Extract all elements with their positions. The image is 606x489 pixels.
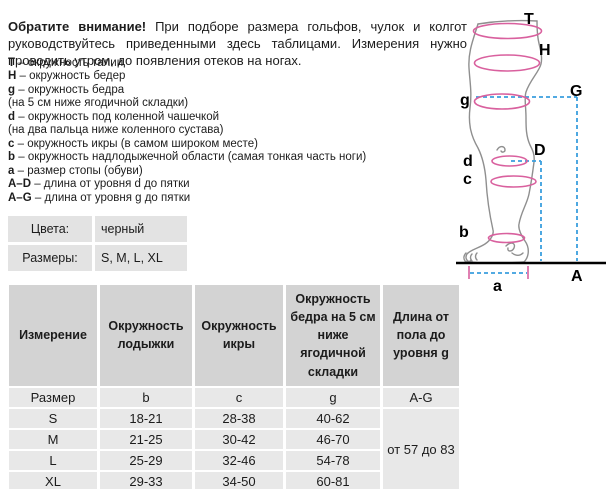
attributes-table: Цвета: черный Размеры: S, M, L, XL [5, 213, 190, 274]
subheader-size: Размер [9, 387, 97, 407]
g-cell: 40-62 [286, 408, 380, 428]
measurement-legend: T – окружность талии H – окружность беде… [8, 57, 458, 205]
dashed-measure-lines [470, 96, 578, 274]
legend-key: A–G [8, 191, 32, 204]
legend-text: – окружность бедер [19, 70, 126, 83]
c-cell: 34-50 [195, 471, 283, 489]
ankle-ellipse-b [487, 232, 526, 244]
size-cell: S [9, 408, 97, 428]
legend-text: (на 5 см ниже ягодичной складки) [8, 97, 189, 110]
table-row-M: M 21-25 30-42 46-70 [9, 429, 459, 449]
below-knee-ellipse-d [491, 155, 528, 167]
legend-item-d: d – окружность под коленной чашечкой [8, 111, 458, 124]
b-cell: 29-33 [100, 471, 192, 489]
legend-item-d-note: (на два пальца ниже коленного сустава) [8, 124, 458, 137]
legend-key: b [8, 151, 16, 164]
subheader-g: g [286, 387, 380, 407]
legend-item-b: b – окружность надлодыжечной области (са… [8, 151, 458, 164]
hip-ellipse-H [473, 54, 541, 72]
b-cell: 25-29 [100, 450, 192, 470]
legend-key: g [8, 83, 16, 96]
b-cell: 18-21 [100, 408, 192, 428]
diagram-label-A: A [571, 268, 583, 285]
colors-value: черный [95, 216, 187, 242]
header-thigh: Окружность бедра на 5 см ниже ягодичной … [286, 285, 380, 386]
legend-key: c [8, 137, 15, 150]
legend-text: – длина от уровня d до пятки [34, 178, 190, 191]
legend-item-a: a – размер стопы (обуви) [8, 165, 458, 178]
thigh-ellipse-g [473, 93, 531, 110]
waist-ellipse-T [472, 22, 543, 40]
c-cell: 32-46 [195, 450, 283, 470]
diagram-label-b: b [459, 224, 469, 241]
sizes-value: S, M, L, XL [95, 245, 187, 271]
legend-text: – окружность талии [18, 57, 124, 69]
size-table-header-row: Измерение Окружность лодыжки Окружность … [9, 285, 459, 386]
notice-paragraph: Обратите внимание! При подборе размера г… [8, 18, 467, 69]
size-cell: M [9, 429, 97, 449]
legend-item-AG: A–G – длина от уровня g до пятки [8, 192, 458, 205]
header-ankle: Окружность лодыжки [100, 285, 192, 386]
size-table-subheader-row: Размер b c g A-G [9, 387, 459, 407]
table-row-L: L 25-29 32-46 54-78 [9, 450, 459, 470]
legend-text: – длина от уровня g до пятки [34, 191, 191, 204]
diagram-label-G: G [570, 83, 582, 100]
c-cell: 28-38 [195, 408, 283, 428]
measure-ellipses [468, 22, 543, 279]
legend-item-g: g – окружность бедра [8, 84, 458, 97]
g-cell: 60-81 [286, 471, 380, 489]
notice-body: При подборе размера гольфов, чулок и кол… [8, 19, 467, 68]
subheader-ag: A-G [383, 387, 459, 407]
legend-item-g-note: (на 5 см ниже ягодичной складки) [8, 97, 458, 110]
legend-key: d [8, 110, 16, 123]
legend-key: H [8, 70, 17, 83]
legend-item-H: H – окружность бедер [8, 70, 458, 83]
size-cell: XL [9, 471, 97, 489]
legend-text: (на два пальца ниже коленного сустава) [8, 124, 224, 137]
length-merged-cell: от 57 до 83 [383, 408, 459, 489]
legend-key: a [8, 164, 15, 177]
subheader-c: c [195, 387, 283, 407]
c-cell: 30-42 [195, 429, 283, 449]
table-row: Цвета: черный [8, 216, 187, 242]
diagram-label-D: D [534, 142, 546, 159]
legend-text: – окружность бедра [18, 83, 125, 96]
size-table: Измерение Окружность лодыжки Окружность … [6, 283, 462, 489]
diagram-label-T: T [524, 11, 534, 28]
header-measurement: Измерение [9, 285, 97, 386]
g-cell: 46-70 [286, 429, 380, 449]
legend-text: – окружность надлодыжечной области (сама… [18, 151, 367, 164]
legend-text: – окружность икры (в самом широком месте… [17, 137, 258, 150]
diagram-label-d: d [463, 153, 473, 170]
g-cell: 54-78 [286, 450, 380, 470]
colors-label: Цвета: [8, 216, 92, 242]
b-cell: 21-25 [100, 429, 192, 449]
leg-diagram: T H G g D d c b a A [456, 11, 606, 295]
table-row-XL: XL 29-33 34-50 60-81 [9, 471, 459, 489]
diagram-label-c: c [463, 171, 472, 188]
legend-item-c: c – окружность икры (в самом широком мес… [8, 138, 458, 151]
table-row: Размеры: S, M, L, XL [8, 245, 187, 271]
calf-ellipse-c [490, 175, 537, 188]
sizes-label: Размеры: [8, 245, 92, 271]
legend-key: A–D [8, 178, 32, 191]
diagram-label-g: g [460, 92, 470, 109]
subheader-b: b [100, 387, 192, 407]
legend-key: T [8, 57, 16, 69]
diagram-label-H: H [539, 42, 551, 59]
diagram-label-a: a [493, 278, 502, 295]
legend-text: – окружность под коленной чашечкой [18, 110, 220, 123]
notice-lead: Обратите внимание! [8, 19, 147, 34]
table-row-S: S 18-21 28-38 40-62 от 57 до 83 [9, 408, 459, 489]
legend-text: – размер стопы (обуви) [17, 164, 143, 177]
header-length: Длина от пола до уровня g [383, 285, 459, 386]
legend-item-AD: A–D – длина от уровня d до пятки [8, 178, 458, 191]
size-cell: L [9, 450, 97, 470]
legend-item-T: T – окружность талии [8, 57, 458, 70]
header-calf: Окружность икры [195, 285, 283, 386]
